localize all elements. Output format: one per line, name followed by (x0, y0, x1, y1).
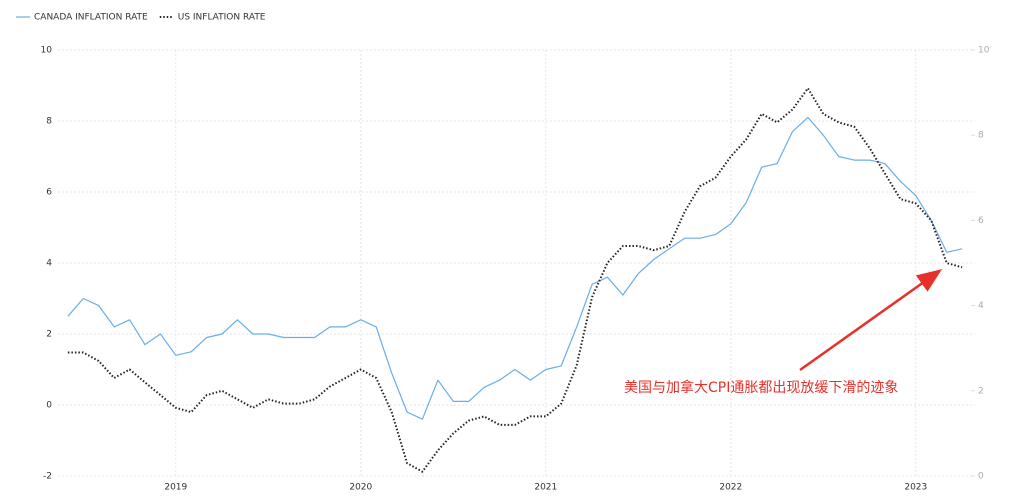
legend-label: US INFLATION RATE (178, 13, 266, 23)
series-line (67, 116, 963, 420)
y-tick-label: 10 (41, 46, 53, 56)
y2-tick-label: 8 (978, 131, 984, 141)
x-tick-label: 2020 (349, 483, 372, 493)
y-tick-label: 0 (46, 401, 52, 411)
y-tick-label: 8 (46, 117, 52, 127)
x-tick-label: 2023 (904, 483, 927, 493)
y-tick-label: 6 (46, 188, 52, 198)
annotation-arrow (799, 269, 943, 372)
y2-tick-label: 4 (978, 301, 984, 311)
x-tick-label: 2019 (164, 483, 187, 493)
x-tick-label: 2022 (719, 483, 742, 493)
y2-tick-label: 10 (978, 46, 990, 56)
series-line (67, 87, 963, 473)
annotation: 美国与加拿大CPI通胀都出现放缓下滑的迹象 (624, 379, 898, 396)
y2-tick-label: 0 (978, 472, 984, 482)
x-tick-label: 2021 (534, 483, 557, 493)
y-tick-label: 4 (46, 259, 52, 269)
y-tick-label: -2 (43, 472, 52, 482)
legend-label: CANADA INFLATION RATE (34, 13, 148, 23)
y2-tick-label: 6 (978, 216, 984, 226)
y-tick-label: 2 (46, 330, 52, 340)
y2-tick-label: 2 (978, 386, 984, 396)
